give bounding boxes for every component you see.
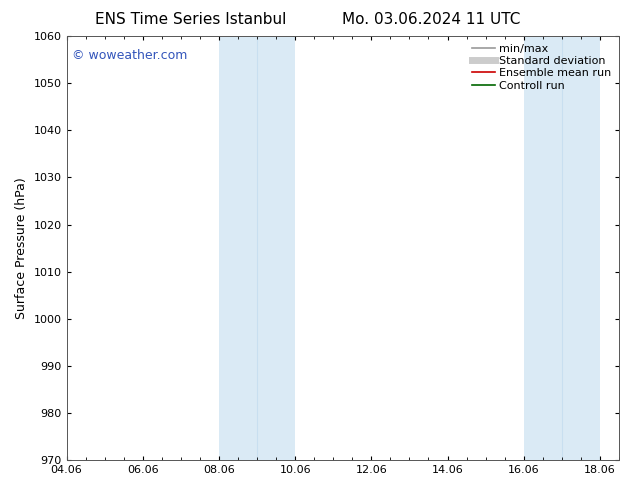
Bar bbox=[219, 36, 295, 460]
Legend: min/max, Standard deviation, Ensemble mean run, Controll run: min/max, Standard deviation, Ensemble me… bbox=[470, 42, 614, 93]
Bar bbox=[524, 36, 600, 460]
Text: Mo. 03.06.2024 11 UTC: Mo. 03.06.2024 11 UTC bbox=[342, 12, 521, 27]
Text: © woweather.com: © woweather.com bbox=[72, 49, 188, 62]
Y-axis label: Surface Pressure (hPa): Surface Pressure (hPa) bbox=[15, 177, 28, 319]
Text: ENS Time Series Istanbul: ENS Time Series Istanbul bbox=[94, 12, 286, 27]
